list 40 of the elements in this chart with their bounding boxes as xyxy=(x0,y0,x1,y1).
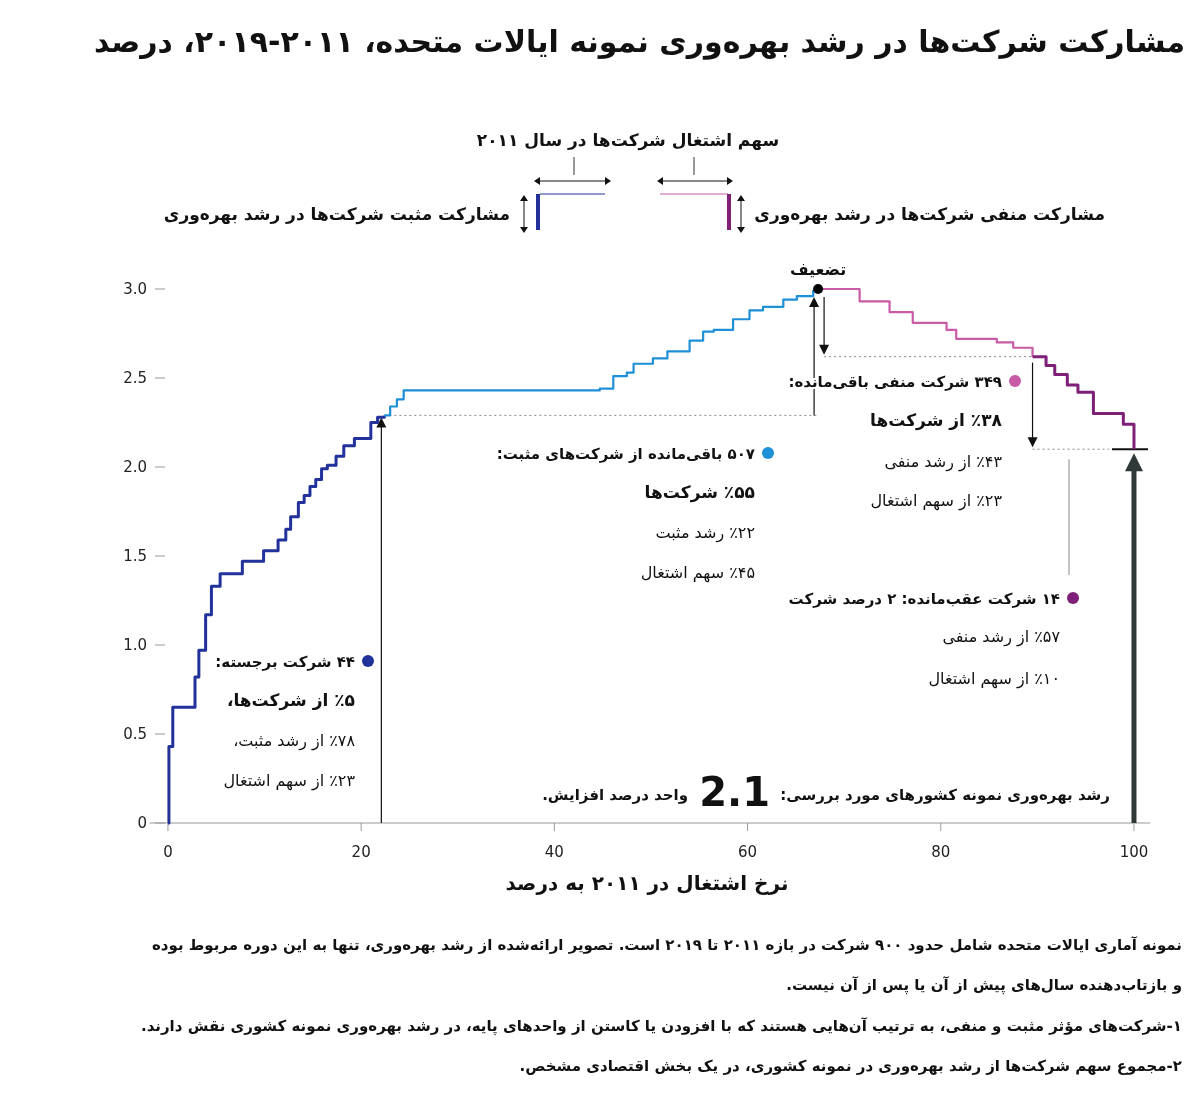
legend-label: ۴۴ شرکت برجسته: xyxy=(215,653,355,671)
annotation: ٪۱۰ از سهم اشتغال xyxy=(928,669,1060,689)
annotation: ٪۲۳ از سهم اشتغال xyxy=(870,491,1003,511)
y-tick-label: 0 xyxy=(137,814,147,832)
text: ۱-شرکت‌های مؤثر مثبت و منفی، به ترتیب آن‌هایی هستند که با افزودن یا کاستن از واحدهای پایه، در رشد بهره‌وری نمونه کشوری نقش دارند. xyxy=(140,1017,1182,1036)
annotation: ٪۴۳ از رشد منفی xyxy=(884,452,1003,472)
text: مشارکت منفی شرکت‌ها در رشد بهره‌وری xyxy=(754,204,1105,225)
legend-label: ۵۰۷ باقی‌مانده از شرکت‌های مثبت: xyxy=(496,445,755,463)
y-tick-label: 1.5 xyxy=(123,547,147,565)
y-tick-label: 3.0 xyxy=(123,280,147,298)
x-tick-label: 0 xyxy=(163,843,173,861)
text: و بازتاب‌دهنده سال‌های پیش از آن یا پس از آن نیست. xyxy=(786,976,1182,995)
annotation: ٪۳۸ از شرکت‌ها xyxy=(870,410,1003,431)
legend-label: ۱۴ شرکت عقب‌مانده: ۲ درصد شرکت xyxy=(788,590,1060,608)
annotation: ٪۵۷ از رشد منفی xyxy=(942,627,1061,647)
text: سهم اشتغال شرکت‌ها در سال ۲۰۱۱ xyxy=(476,130,780,151)
x-tick-label: 40 xyxy=(544,843,564,861)
y-tick-label: 2.5 xyxy=(123,369,147,387)
y-tick-label: 0.5 xyxy=(123,725,147,743)
x-tick-label: 20 xyxy=(351,843,371,861)
annotation: واحد درصد افزایش. xyxy=(542,786,688,804)
annotation: ٪۲۳ از سهم اشتغال xyxy=(223,771,356,791)
annotation: رشد بهره‌وری نمونه کشورهای مورد بررسی: xyxy=(780,786,1110,804)
annotation: ٪۷۸ از رشد مثبت، xyxy=(233,731,356,751)
x-tick-label: 80 xyxy=(931,843,951,861)
text: مشارکت مثبت شرکت‌ها در رشد بهره‌وری xyxy=(163,204,510,225)
x-axis-title: نرخ اشتغال در ۲۰۱۱ به درصد xyxy=(505,871,789,895)
annotation: ٪۵۵ شرکت‌ها xyxy=(644,482,755,503)
annotation: ٪۴۵ سهم اشتغال xyxy=(640,563,755,583)
text: ۲-مجموع سهم شرکت‌ها از رشد بهره‌وری در نمونه کشوری، در یک بخش اقتصادی مشخص. xyxy=(519,1057,1182,1075)
annotation: ٪۵ از شرکت‌ها، xyxy=(226,690,355,711)
annotation: تضعیف xyxy=(789,260,847,279)
text: نمونه آماری ایالات متحده شامل حدود ۹۰۰ شرکت در بازه ۲۰۱۱ تا ۲۰۱۹ است. تصویر ارائه‌شده از رشد بهره‌وری، تنها به این دوره مربوط بوده xyxy=(151,936,1182,954)
chart-title: مشارکت شرکت‌ها در رشد بهره‌وری نمونه ایالات متحده، ۲۰۱۱-۲۰۱۹، درصد xyxy=(93,24,1185,60)
x-tick-label: 100 xyxy=(1119,843,1149,861)
x-tick-label: 60 xyxy=(738,843,758,861)
annotation: ٪۲۲ رشد مثبت xyxy=(655,523,755,543)
annotation: 2.1 xyxy=(699,769,770,815)
y-tick-label: 2.0 xyxy=(123,458,147,476)
y-tick-label: 1.0 xyxy=(123,636,147,654)
